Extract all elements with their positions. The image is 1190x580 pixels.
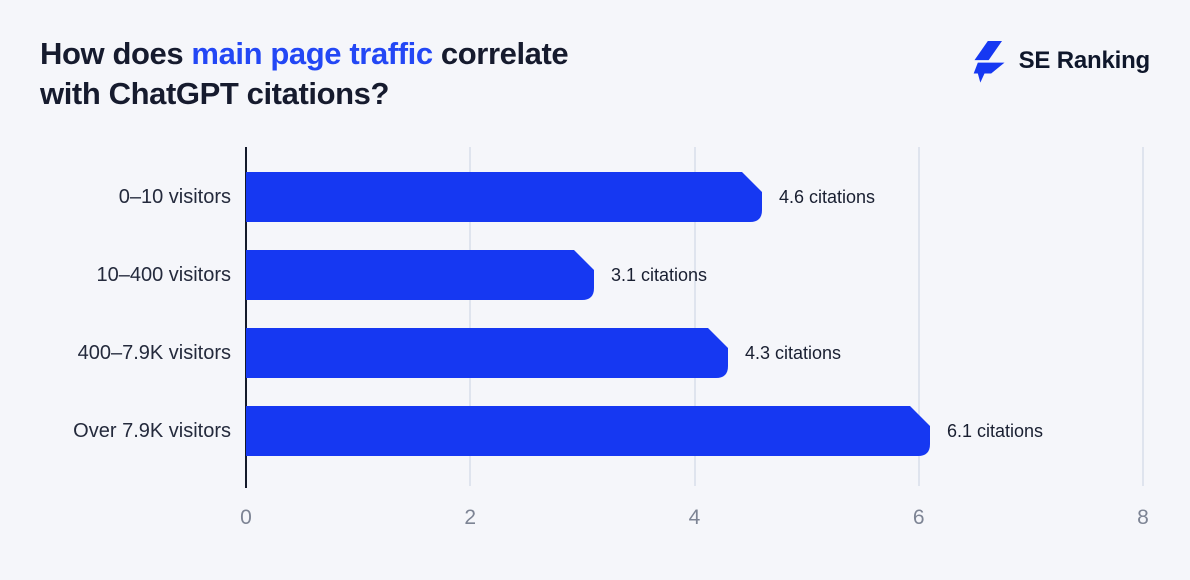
- value-label: 3.1 citations: [611, 265, 708, 285]
- category-label: 10–400 visitors: [96, 264, 231, 286]
- flash-icon: [973, 41, 1005, 83]
- bar: [246, 250, 594, 300]
- gridline: [917, 147, 920, 486]
- brand-name: SE Ranking: [1018, 47, 1151, 74]
- gridline: [693, 147, 696, 486]
- bar: [246, 406, 930, 456]
- category-label: 400–7.9K visitors: [77, 342, 231, 364]
- value-label: 4.6 citations: [779, 187, 876, 207]
- title-text-suffix: correlate: [432, 36, 569, 71]
- page-title: How does main page traffic correlate wit…: [40, 34, 569, 114]
- x-tick-label: 4: [688, 506, 701, 529]
- category-label: 0–10 visitors: [118, 186, 231, 208]
- value-label: 6.1 citations: [947, 421, 1044, 441]
- x-tick-label: 0: [240, 506, 252, 529]
- bar: [246, 328, 728, 378]
- bar: [246, 172, 762, 222]
- title-text-prefix: How does: [40, 36, 192, 71]
- title-line-1: How does main page traffic correlate: [40, 34, 569, 74]
- x-tick-label: 8: [1137, 506, 1149, 529]
- title-line-2: with ChatGPT citations?: [40, 76, 390, 111]
- x-tick-label: 6: [912, 506, 925, 529]
- se-ranking-logo: SE Ranking: [967, 37, 1150, 85]
- title-accent-text: main page traffic: [191, 36, 433, 71]
- value-label: 4.3 citations: [745, 343, 842, 363]
- x-tick-label: 2: [464, 506, 477, 529]
- gridline: [469, 147, 472, 486]
- y-axis-line: [245, 147, 247, 488]
- gridline: [1142, 147, 1144, 486]
- category-label: Over 7.9K visitors: [73, 420, 231, 442]
